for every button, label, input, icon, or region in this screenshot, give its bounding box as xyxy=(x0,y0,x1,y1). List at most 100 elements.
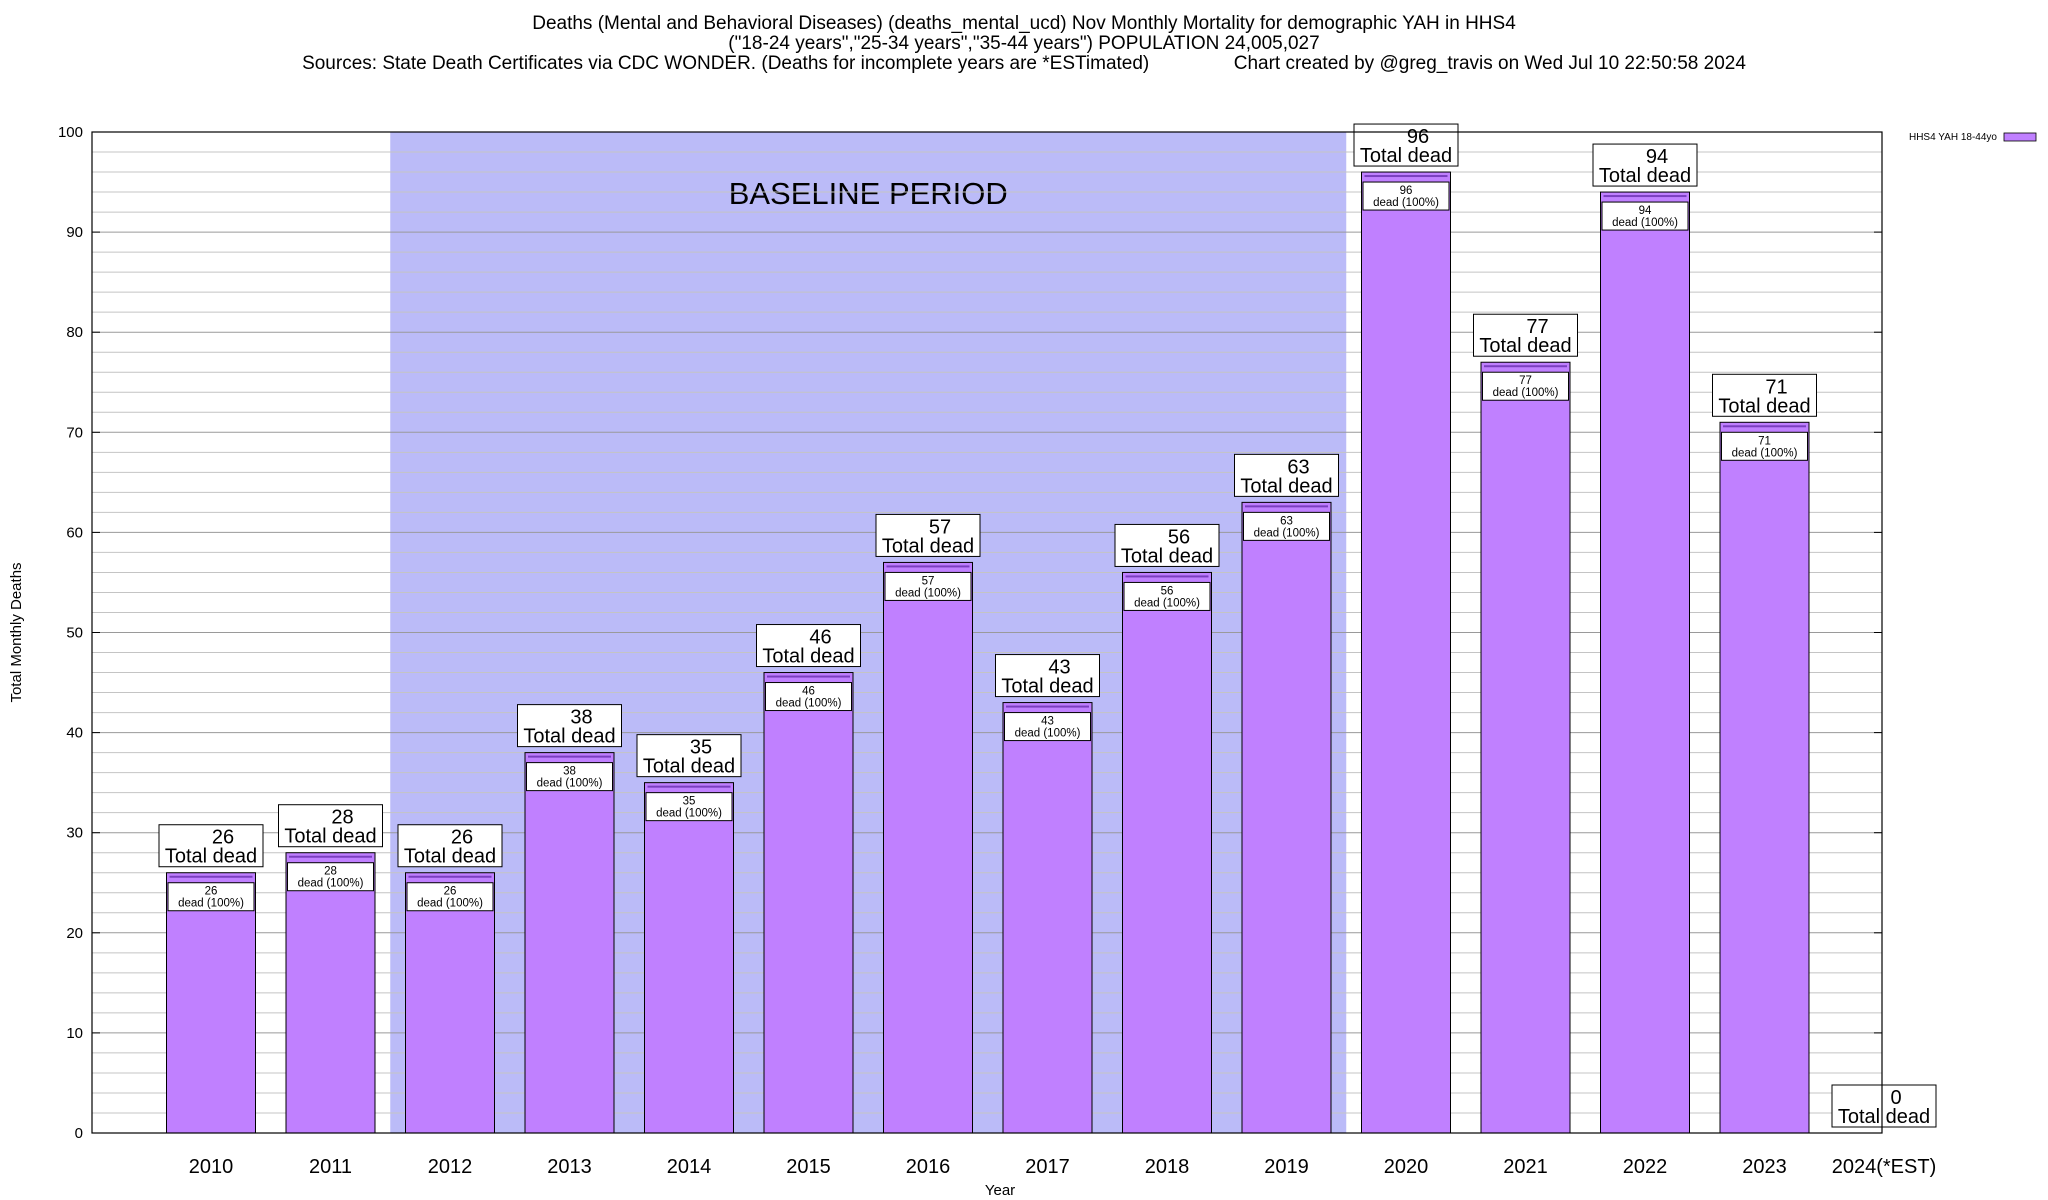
total-label-value: 35 xyxy=(690,737,712,759)
total-label-text: Total dead xyxy=(643,756,735,778)
total-label-box xyxy=(1234,453,1339,497)
bar-top-edge xyxy=(1723,425,1806,428)
bar-2018 xyxy=(1122,571,1212,1134)
total-label-text: Total dead xyxy=(1121,545,1213,567)
bar-2022 xyxy=(1600,191,1690,1134)
inner-label-text: dead (100%) xyxy=(298,878,364,890)
total-label-text: Total dead xyxy=(284,826,376,848)
inner-label-value: 43 xyxy=(1041,716,1054,728)
bar-top-edge xyxy=(886,565,970,568)
inner-label-value: 38 xyxy=(563,766,576,778)
inner-label-text: dead (100%) xyxy=(776,698,842,710)
bar-2012 xyxy=(405,872,495,1134)
inner-label-text: dead (100%) xyxy=(1015,728,1081,740)
inner-label-box xyxy=(1004,712,1091,742)
inner-label-value: 56 xyxy=(1161,585,1174,597)
y-tick-label: 50 xyxy=(66,625,83,642)
total-label-text: Total dead xyxy=(1599,165,1691,187)
y-axis-label: Total Monthly Deaths xyxy=(8,562,25,702)
total-label-box xyxy=(995,654,1100,698)
total-label-box xyxy=(1592,143,1698,187)
inner-label-value: 26 xyxy=(444,886,457,898)
inner-label-text: dead (100%) xyxy=(537,778,603,790)
y-tick-label: 40 xyxy=(66,725,83,742)
total-label-text: Total dead xyxy=(1838,1106,1930,1128)
inner-label-value: 77 xyxy=(1519,375,1532,387)
total-label-text: Total dead xyxy=(1718,395,1810,417)
y-tick-label: 70 xyxy=(66,424,83,441)
bar-2015 xyxy=(763,672,854,1134)
x-tick-label: 2012 xyxy=(428,1156,473,1178)
inner-label-text: dead (100%) xyxy=(1134,597,1200,609)
total-label-box xyxy=(1473,313,1578,357)
x-axis-label: Year xyxy=(985,1182,1015,1199)
inner-label-text: dead (100%) xyxy=(1612,217,1678,229)
inner-label-value: 96 xyxy=(1400,185,1413,197)
inner-label-box xyxy=(765,682,852,712)
x-tick-label: 2013 xyxy=(547,1156,592,1178)
x-tick-label: 2021 xyxy=(1503,1156,1548,1178)
inner-label-box xyxy=(1243,511,1330,541)
x-tick-label: 2022 xyxy=(1623,1156,1668,1178)
total-label-value: 94 xyxy=(1646,146,1668,168)
x-tick-label: 2011 xyxy=(309,1156,352,1178)
inner-label-value: 35 xyxy=(683,796,696,808)
inner-label-box xyxy=(526,762,613,792)
x-tick-label: 2024(*EST) xyxy=(1832,1156,1937,1178)
inner-label-value: 46 xyxy=(802,686,815,698)
total-label-text: Total dead xyxy=(762,646,854,668)
total-label-value: 38 xyxy=(570,707,592,729)
bar-top-edge xyxy=(1245,505,1328,508)
total-label-value: 28 xyxy=(331,807,353,829)
chart-title-line-2: ("18-24 years","25-34 years","35-44 year… xyxy=(728,33,1320,54)
inner-label-value: 71 xyxy=(1758,435,1771,447)
chart-title-line-1: Deaths (Mental and Behavioral Diseases) … xyxy=(532,13,1516,34)
bar-top-edge xyxy=(289,855,372,858)
bar-2010 xyxy=(166,872,256,1134)
bar-2016 xyxy=(883,561,973,1134)
total-label-text: Total dead xyxy=(404,846,496,868)
y-tick-label: 10 xyxy=(66,1025,83,1042)
inner-label-value: 63 xyxy=(1280,515,1293,527)
inner-label-box xyxy=(167,882,255,912)
total-label-value: 26 xyxy=(212,827,234,849)
inner-label-value: 26 xyxy=(205,886,218,898)
inner-label-text: dead (100%) xyxy=(178,898,244,910)
y-tick-label: 60 xyxy=(66,524,83,541)
y-tick-label: 90 xyxy=(66,224,83,241)
total-label-box xyxy=(756,624,861,668)
bar-top-edge xyxy=(1006,705,1089,708)
total-label-text: Total dead xyxy=(1479,335,1571,357)
baseline-period-label: BASELINE PERIOD xyxy=(729,176,1008,211)
inner-label-box xyxy=(884,571,972,601)
x-tick-label: 2019 xyxy=(1264,1156,1309,1178)
bar-top-edge xyxy=(1364,175,1448,178)
total-label-box xyxy=(1353,123,1459,167)
inner-label-text: dead (100%) xyxy=(1493,387,1559,399)
inner-label-text: dead (100%) xyxy=(656,808,722,820)
bar-2023 xyxy=(1719,421,1810,1134)
x-tick-label: 2020 xyxy=(1384,1156,1429,1178)
total-label-value: 56 xyxy=(1168,526,1190,548)
total-label-value: 63 xyxy=(1287,456,1309,478)
total-label-text: Total dead xyxy=(165,846,257,868)
bar-top-edge xyxy=(528,755,611,758)
y-tick-label: 30 xyxy=(66,825,83,842)
inner-label-box xyxy=(1721,431,1808,461)
total-label-box xyxy=(875,513,981,557)
inner-label-box xyxy=(287,862,374,892)
x-tick-label: 2010 xyxy=(189,1156,234,1178)
bar-top-edge xyxy=(1603,195,1687,198)
inner-label-value: 28 xyxy=(324,866,337,878)
plot-frame xyxy=(91,131,1883,1134)
inner-label-text: dead (100%) xyxy=(1732,447,1798,459)
total-label-box xyxy=(158,824,264,868)
total-label-box xyxy=(636,734,742,778)
total-label-box xyxy=(278,804,383,848)
x-tick-label: 2014 xyxy=(667,1156,712,1178)
x-tick-label: 2023 xyxy=(1742,1156,1787,1178)
inner-label-box xyxy=(1123,581,1211,611)
total-label-value: 57 xyxy=(929,516,951,538)
y-tick-label: 80 xyxy=(66,324,83,341)
